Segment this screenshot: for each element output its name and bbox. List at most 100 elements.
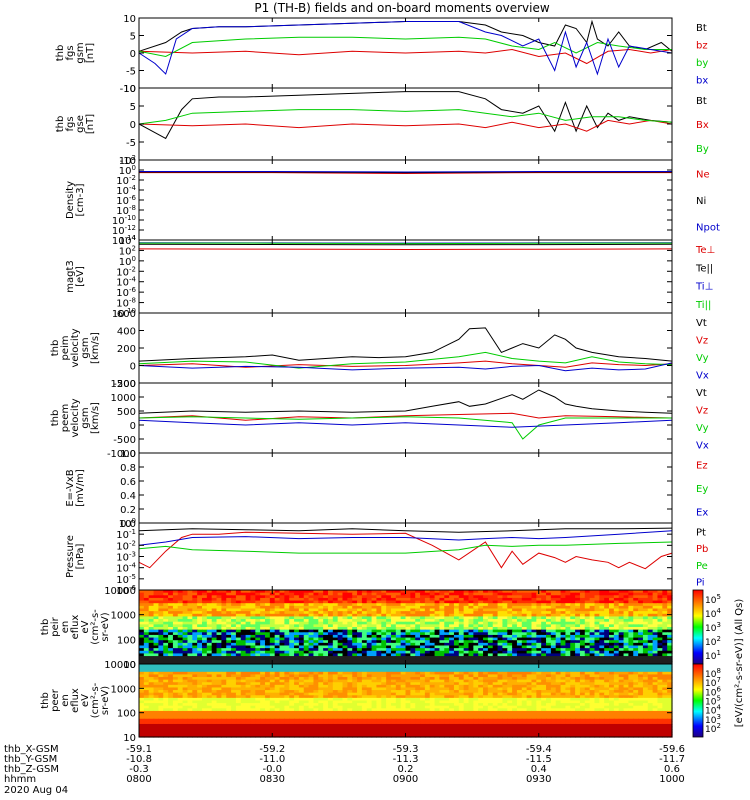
- panel-frame: [138, 312, 673, 384]
- heatmap-cell: [555, 597, 562, 602]
- heatmap-cell: [303, 697, 310, 702]
- heatmap-cell: [294, 679, 300, 683]
- heatmap-cell: [560, 695, 566, 699]
- heatmap-cell: [192, 684, 198, 689]
- heatmap-cell: [502, 608, 508, 612]
- heatmap-cell: [570, 603, 576, 607]
- heatmap-cell: [298, 640, 305, 644]
- heatmap-cell: [531, 624, 537, 628]
- heatmap-cell: [221, 650, 227, 655]
- heatmap-cell: [497, 697, 504, 702]
- heatmap-cell: [221, 674, 227, 678]
- heatmap-cell: [536, 677, 542, 681]
- heatmap-cell: [536, 674, 542, 678]
- heatmap-cell: [613, 656, 620, 660]
- heatmap-cell: [197, 684, 203, 689]
- heatmap-cell: [662, 624, 668, 628]
- heatmap-cell: [638, 632, 644, 636]
- heatmap-cell: [395, 624, 402, 628]
- heatmap-cell: [521, 640, 528, 644]
- heatmap-cell: [575, 621, 581, 625]
- heatmap-cell: [289, 637, 295, 641]
- heatmap-cell: [347, 650, 353, 655]
- heatmap-cell: [526, 664, 533, 668]
- heatmap-cell: [550, 634, 557, 639]
- heatmap-cell: [172, 595, 179, 599]
- heatmap-cell: [352, 619, 358, 623]
- heatmap-cell: [226, 656, 232, 660]
- heatmap-cell: [332, 661, 339, 665]
- heatmap-cell: [163, 695, 169, 699]
- heatmap-cell: [386, 621, 392, 625]
- heatmap-cell: [594, 690, 600, 694]
- heatmap-cell: [550, 627, 557, 631]
- heatmap-cell: [400, 597, 407, 602]
- heatmap-cell: [235, 695, 242, 699]
- heatmap-cell: [521, 684, 528, 689]
- heatmap-cell: [201, 645, 208, 649]
- heatmap-cell: [623, 590, 629, 594]
- heatmap-cell: [546, 650, 552, 655]
- heatmap-cell: [604, 664, 610, 668]
- heatmap-cell: [449, 619, 455, 623]
- heatmap-cell: [589, 627, 596, 631]
- heatmap-cell: [177, 692, 184, 696]
- heatmap-cell: [279, 656, 285, 660]
- heatmap-cell: [420, 674, 426, 678]
- heatmap-cell: [555, 684, 562, 689]
- heatmap-cell: [187, 674, 193, 678]
- heatmap-cell: [250, 597, 256, 602]
- heatmap-cell: [657, 677, 663, 681]
- heatmap-cell: [279, 666, 285, 670]
- heatmap-cell: [424, 642, 431, 647]
- heatmap-cell: [298, 677, 305, 681]
- heatmap-cell: [429, 695, 436, 699]
- heatmap-cell: [507, 658, 513, 662]
- heatmap-cell: [478, 692, 484, 696]
- heatmap-cell: [289, 603, 295, 607]
- heatmap-cell: [308, 700, 315, 704]
- heatmap-cell: [148, 695, 155, 699]
- heatmap-cell: [642, 671, 649, 676]
- heatmap-cell: [642, 648, 649, 652]
- heatmap-cell: [507, 634, 513, 639]
- heatmap-cell: [458, 624, 465, 628]
- heatmap-cell: [390, 642, 397, 647]
- heatmap-cell: [139, 605, 145, 610]
- heatmap-cell: [327, 664, 334, 668]
- heatmap-cell: [541, 684, 547, 689]
- heatmap-cell: [289, 629, 295, 633]
- heatmap-cell: [264, 645, 271, 649]
- heatmap-cell: [313, 645, 319, 649]
- heatmap-cell: [599, 682, 605, 686]
- heatmap-cell: [153, 624, 159, 628]
- heatmap-cell: [642, 684, 649, 689]
- heatmap-cell: [512, 674, 518, 678]
- heatmap-cell: [168, 658, 174, 662]
- heatmap-cell: [647, 648, 654, 652]
- heatmap-cell: [628, 664, 634, 668]
- heatmap-cell: [366, 664, 373, 668]
- heatmap-cell: [279, 684, 285, 689]
- heatmap-cell: [662, 679, 668, 683]
- heatmap-cell: [337, 637, 344, 641]
- heatmap-cell: [352, 624, 358, 628]
- heatmap-cell: [250, 629, 256, 633]
- heatmap-cell: [594, 627, 600, 631]
- heatmap-cell: [434, 600, 441, 604]
- heatmap-cell: [662, 608, 668, 612]
- heatmap-cell: [158, 671, 164, 676]
- heatmap-cell: [662, 629, 668, 633]
- heatmap-cell: [289, 682, 295, 686]
- heatmap-cell: [662, 595, 668, 599]
- heatmap-cell: [153, 656, 159, 660]
- heatmap-cell: [478, 629, 484, 633]
- heatmap-cell: [153, 645, 159, 649]
- heatmap-cell: [497, 656, 504, 660]
- heatmap-cell: [546, 597, 552, 602]
- heatmap-cell: [400, 629, 407, 633]
- heatmap-cell: [526, 642, 533, 647]
- heatmap-cell: [231, 700, 237, 704]
- heatmap-cell: [410, 666, 416, 670]
- heatmap-cell: [308, 590, 315, 594]
